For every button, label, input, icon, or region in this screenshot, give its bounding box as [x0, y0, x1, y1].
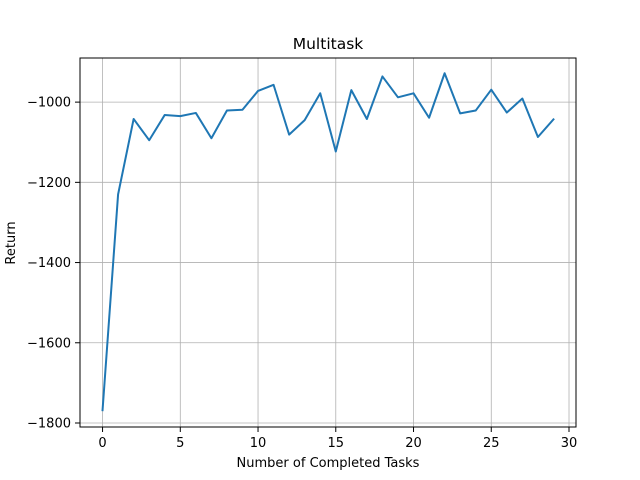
y-tick-label: −1200: [27, 176, 71, 191]
y-tick-label: −1800: [27, 416, 71, 431]
ticks: 0 5 10 15 20 25 30 −1800 −1600 −1400 −1200 −1000: [27, 96, 577, 451]
x-tick-label: 25: [483, 436, 500, 451]
x-axis-label: Number of Completed Tasks: [237, 456, 420, 471]
y-axis-label: Return: [4, 221, 19, 264]
plot-frame: [79, 57, 577, 428]
series-line: [101, 72, 555, 412]
y-tick-label: −1400: [27, 256, 71, 271]
series-layer: [101, 72, 555, 412]
y-tick-label: −1000: [27, 96, 71, 111]
grid: [80, 58, 576, 427]
chart-title: Multitask: [293, 35, 364, 53]
y-tick-label: −1600: [27, 336, 71, 351]
x-tick-label: 10: [250, 436, 267, 451]
x-tick-label: 5: [176, 436, 184, 451]
x-tick-label: 20: [405, 436, 422, 451]
x-tick-label: 15: [328, 436, 345, 451]
axes: [79, 57, 577, 428]
x-tick-label: 0: [98, 436, 106, 451]
x-tick-label: 30: [561, 436, 578, 451]
